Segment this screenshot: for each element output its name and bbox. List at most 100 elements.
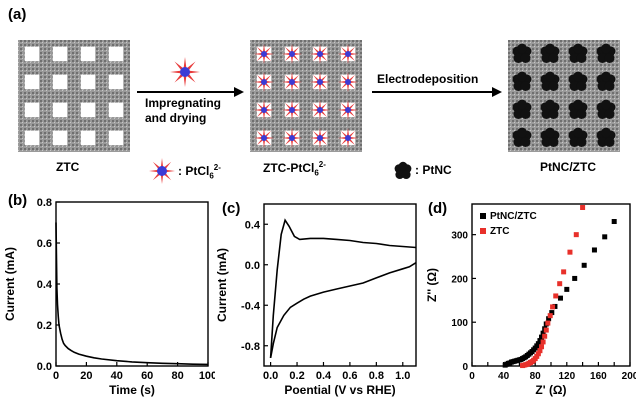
ptnc-ztc-framework-image [508, 40, 620, 152]
ptnc-cluster [601, 43, 611, 54]
ptnc-cluster [513, 81, 524, 92]
scatter-point [540, 339, 546, 345]
framework-pore [108, 74, 124, 90]
legend-marker [480, 213, 486, 219]
scatter-point [572, 275, 578, 281]
ptcl-star-core [289, 79, 295, 85]
y-tick-label: -0.8 [241, 341, 260, 353]
ztc-label: ZTC [56, 160, 80, 174]
scatter-point [611, 219, 617, 225]
ptnc-cluster [520, 137, 531, 147]
ptcl-star-core [261, 135, 267, 141]
ptcl-star-icon [170, 57, 200, 87]
ptcl-star-core [180, 67, 190, 77]
electrodeposition-label: Electrodeposition [377, 72, 479, 86]
framework-pore [24, 102, 40, 118]
scatter-point [557, 295, 563, 301]
y-axis-label: Current (mA) [3, 247, 17, 321]
ptcl-star-core [289, 107, 295, 113]
scatter-point [561, 269, 567, 275]
y-tick-label: 0.0 [37, 361, 52, 373]
ptnc-cluster [601, 127, 611, 138]
x-axis-label: Poential (V vs RHE) [284, 383, 395, 397]
framework-pore [108, 102, 124, 118]
framework-pore [24, 46, 40, 62]
ptnc-cluster [597, 53, 608, 63]
y-tick-label: 0.8 [37, 197, 52, 209]
ptcl-star-core [345, 107, 351, 113]
ptcl-star-core [261, 79, 267, 85]
ptnc-cluster [545, 71, 555, 82]
scatter-point [537, 348, 543, 354]
panel-c-label: (c) [222, 200, 241, 217]
scatter-point [540, 330, 546, 336]
legend-label: ZTC [490, 226, 509, 237]
ptnc-cluster [513, 137, 524, 147]
x-tick-label: 40 [498, 371, 510, 382]
scatter-point [542, 333, 548, 339]
x-tick-label: 60 [141, 370, 153, 382]
scatter-point [535, 341, 541, 347]
ptnc-cluster [576, 53, 587, 63]
ptnc-ztc-label: PtNC/ZTC [540, 160, 596, 174]
scatter-point [535, 351, 541, 357]
y-tick-label: 0.6 [37, 238, 52, 250]
ztc-ptcl-label: ZTC-PtCl62- [263, 160, 326, 178]
ptnc-cluster [520, 53, 531, 63]
ptnc-cluster [401, 170, 411, 180]
ptcl-legend-icon [149, 158, 175, 184]
ptnc-cluster [576, 81, 587, 92]
x-tick-label: 80 [171, 370, 183, 382]
ptnc-cluster [569, 81, 580, 92]
framework-pore [108, 46, 124, 62]
legend-ptnc-label: : PtNC [415, 163, 452, 177]
ptcl-star-core [157, 166, 167, 176]
series-line [269, 262, 417, 359]
ptnc-cluster [395, 170, 405, 180]
scatter-point [549, 310, 555, 316]
ptnc-cluster [541, 109, 552, 120]
ptnc-cluster [545, 43, 555, 54]
panel-a-label: (a) [8, 6, 27, 23]
y-axis-label: Current (mA) [215, 248, 229, 322]
x-tick-label: 0.0 [263, 370, 278, 382]
chart-b-current-time: 0 20 40 60 80 100 0.0 0.2 0.4 0.6 0.8 Time (s) Curre… [3, 197, 215, 397]
ptcl-star-core [317, 79, 323, 85]
ztc-ptcl-framework-image [250, 40, 362, 152]
x-tick-label: 120 [558, 371, 575, 382]
legend-ptcl-label: : PtCl62- [178, 163, 221, 181]
x-tick-label: 0 [469, 371, 475, 382]
ptnc-cluster [541, 53, 552, 63]
framework-pore [80, 102, 96, 118]
ptnc-cluster [569, 109, 580, 120]
ptnc-cluster [604, 53, 615, 63]
plot-frame [55, 201, 209, 367]
y-tick-label: -0.4 [241, 300, 261, 312]
y-tick-label: 0.0 [245, 260, 260, 272]
x-tick-label: 200 [622, 371, 636, 382]
legend-label: PtNC/ZTC [490, 211, 537, 222]
scatter-point [545, 320, 551, 326]
plot-frame [263, 203, 417, 367]
ptnc-cluster [398, 161, 408, 171]
series-line [55, 222, 209, 366]
ptnc-cluster [517, 99, 527, 110]
ptcl-star-core [317, 135, 323, 141]
ptnc-cluster [541, 81, 552, 92]
ptnc-cluster [604, 137, 615, 147]
ptnc-cluster [513, 53, 524, 63]
chart-d-nyquist: 0 40 80 120 160 200 0 100 200 300 Z' (Ω) Z'' (Ω) PtN… [425, 203, 636, 397]
framework-pore [52, 74, 68, 90]
ptnc-cluster [541, 137, 552, 147]
x-tick-label: 0.4 [316, 370, 332, 382]
ptcl-star-core [345, 135, 351, 141]
x-tick-label: 20 [80, 370, 92, 382]
ptnc-cluster [545, 127, 555, 138]
scatter-point [602, 234, 608, 240]
ptnc-cluster [601, 99, 611, 110]
scatter-point [543, 327, 549, 333]
ptcl-star-core [345, 51, 351, 57]
y-tick-label: 300 [451, 231, 468, 242]
ptcl-star-core [261, 107, 267, 113]
framework-pore [52, 102, 68, 118]
